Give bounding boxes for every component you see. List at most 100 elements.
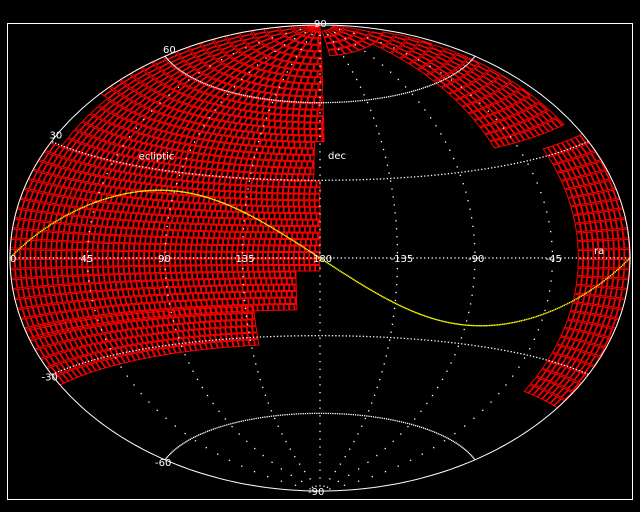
coverage-tile	[71, 258, 78, 268]
coverage-tile	[299, 265, 305, 272]
grid-dot	[560, 150, 563, 153]
coverage-tile	[132, 220, 140, 229]
coverage-tile	[265, 140, 273, 148]
coverage-tile	[84, 191, 93, 201]
coverage-tile	[225, 92, 237, 101]
ecliptic-point	[507, 322, 509, 325]
grid-dot	[466, 450, 468, 453]
ecliptic-point	[220, 201, 222, 203]
ecliptic-point	[396, 303, 398, 305]
ecliptic-point	[463, 324, 465, 326]
ecliptic-point	[443, 320, 445, 323]
grid-dot	[404, 92, 407, 94]
coverage-tile	[89, 106, 103, 116]
coverage-tile	[180, 244, 187, 252]
grid-dot	[420, 339, 423, 341]
coverage-tile	[207, 189, 215, 198]
coverage-tile	[141, 228, 148, 237]
coverage-tile	[25, 268, 32, 278]
grid-dot	[205, 340, 207, 342]
ecliptic-point	[180, 190, 182, 193]
coverage-tile	[242, 138, 251, 146]
meridian-ra-180	[319, 34, 321, 487]
coverage-tile	[277, 60, 289, 68]
coverage-tile	[237, 109, 248, 118]
coverage-tile	[278, 265, 285, 272]
grid-dot	[373, 336, 375, 338]
grid-dot	[175, 448, 177, 450]
coverage-tile	[255, 98, 266, 106]
grid-dot	[379, 378, 381, 381]
coverage-tile	[68, 224, 76, 233]
coverage-tile	[221, 170, 229, 178]
ecliptic-point	[457, 323, 459, 325]
coverage-tile	[167, 99, 179, 109]
ecliptic-point	[431, 317, 433, 319]
coverage-tile	[286, 108, 294, 116]
ecliptic-point	[513, 321, 516, 323]
coverage-tile	[300, 239, 307, 246]
coverage-tile	[182, 96, 194, 105]
coverage-tile	[127, 140, 138, 149]
ecliptic-point	[352, 278, 354, 280]
coverage-tile	[268, 93, 278, 101]
coverage-tile	[165, 178, 173, 187]
grid-dot	[469, 303, 472, 305]
coverage-tile	[81, 135, 93, 145]
coverage-tile	[200, 251, 207, 259]
grid-dot	[380, 140, 383, 143]
grid-dot	[319, 213, 321, 215]
grid-dot	[191, 173, 194, 175]
coverage-tile	[34, 296, 43, 306]
coverage-tile	[210, 119, 221, 128]
ecliptic-point	[606, 277, 609, 279]
coverage-tile	[489, 122, 501, 132]
coverage-tile	[239, 144, 248, 152]
grid-dot	[479, 102, 481, 104]
coverage-tile	[62, 371, 74, 382]
grid-dot	[522, 257, 524, 259]
coverage-tile	[281, 154, 289, 161]
coverage-tile	[305, 50, 315, 58]
grid-dot	[151, 257, 153, 259]
coverage-tile	[57, 302, 66, 313]
coverage-tile	[170, 237, 177, 245]
coverage-tile	[148, 206, 156, 215]
coverage-tile	[204, 58, 219, 67]
grid-dot	[56, 257, 58, 259]
grid-dot	[148, 401, 150, 403]
grid-dot	[371, 476, 373, 478]
coverage-tile	[298, 187, 305, 194]
ecliptic-point	[202, 195, 205, 198]
ra-tick-label: -135	[391, 254, 414, 265]
ecliptic-point	[213, 198, 215, 201]
coverage-tile	[44, 345, 55, 356]
coverage-tile	[87, 165, 97, 175]
coverage-tile	[78, 337, 89, 347]
grid-dot	[176, 447, 178, 449]
grid-dot	[331, 179, 334, 181]
grid-dot	[171, 170, 174, 173]
coverage-tile	[261, 179, 269, 187]
coverage-tile	[580, 276, 588, 286]
grid-dot	[516, 352, 519, 354]
coverage-tile	[82, 164, 92, 174]
coverage-tile	[57, 232, 64, 242]
coverage-tile	[29, 328, 40, 339]
ecliptic-point	[502, 323, 504, 325]
ecliptic-point	[75, 210, 77, 212]
ecliptic-point	[205, 196, 208, 198]
grid-dot	[112, 354, 115, 356]
coverage-tile	[453, 54, 467, 63]
coverage-tile	[156, 162, 166, 171]
coverage-tile	[576, 145, 587, 156]
grid-dot	[309, 412, 311, 415]
coverage-tile	[86, 137, 98, 147]
grid-dot	[196, 79, 198, 81]
coverage-tile	[577, 214, 586, 224]
coverage-tile	[315, 226, 321, 233]
coverage-tile	[252, 245, 259, 252]
coverage-tile	[256, 34, 272, 43]
coverage-tile	[502, 108, 515, 118]
coverage-tile	[140, 327, 149, 336]
